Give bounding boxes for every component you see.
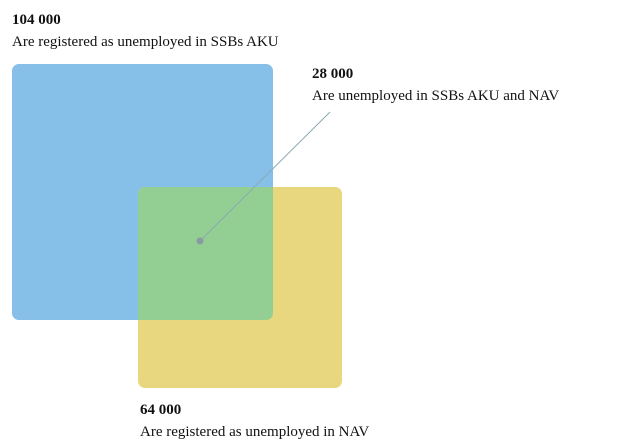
- overlap-value: 28 000: [312, 66, 353, 82]
- leader-line: [199, 111, 331, 242]
- nav-value: 64 000: [140, 402, 181, 418]
- aku-value: 104 000: [12, 12, 61, 28]
- aku-label: Are registered as unemployed in SSBs AKU: [12, 34, 279, 50]
- overlap-region: [138, 187, 273, 320]
- leader-dot: [196, 237, 204, 245]
- nav-label: Are registered as unemployed in NAV: [140, 424, 369, 440]
- overlap-label: Are unemployed in SSBs AKU and NAV: [312, 88, 559, 104]
